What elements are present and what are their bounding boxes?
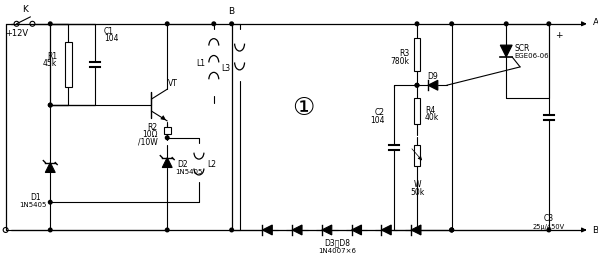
Text: 1N4007×6: 1N4007×6: [319, 248, 357, 254]
Text: R1: R1: [47, 52, 57, 61]
Polygon shape: [352, 225, 362, 235]
Circle shape: [48, 200, 52, 204]
Text: L1: L1: [196, 59, 205, 68]
Circle shape: [48, 228, 52, 232]
Polygon shape: [292, 225, 302, 235]
Text: D3～D8: D3～D8: [325, 238, 350, 247]
Polygon shape: [411, 225, 421, 235]
Text: 104: 104: [104, 34, 118, 43]
Circle shape: [166, 22, 169, 26]
Circle shape: [230, 22, 233, 26]
Text: L3: L3: [221, 64, 231, 73]
Polygon shape: [428, 80, 438, 90]
Text: L2: L2: [207, 160, 216, 169]
Circle shape: [450, 228, 453, 232]
Text: A: A: [593, 18, 598, 27]
Polygon shape: [382, 225, 391, 235]
Polygon shape: [322, 225, 332, 235]
Circle shape: [415, 84, 419, 87]
FancyBboxPatch shape: [414, 38, 420, 71]
Text: 1N5405: 1N5405: [175, 169, 203, 176]
Circle shape: [450, 22, 453, 26]
Text: 40k: 40k: [425, 114, 439, 122]
Polygon shape: [501, 45, 512, 57]
Polygon shape: [45, 163, 55, 172]
Circle shape: [547, 22, 551, 26]
FancyBboxPatch shape: [414, 145, 420, 166]
Text: D9: D9: [428, 72, 438, 81]
Polygon shape: [263, 225, 272, 235]
Text: C2: C2: [374, 108, 385, 118]
Circle shape: [415, 228, 419, 232]
Circle shape: [547, 228, 551, 232]
Text: C3: C3: [544, 214, 554, 223]
FancyBboxPatch shape: [65, 42, 72, 87]
Text: 50k: 50k: [410, 188, 424, 197]
Text: W: W: [413, 180, 421, 189]
FancyBboxPatch shape: [414, 98, 420, 124]
Text: K: K: [23, 5, 29, 14]
Text: VT: VT: [168, 79, 178, 88]
Text: SCR: SCR: [514, 44, 529, 53]
Text: B: B: [228, 7, 234, 17]
Text: R2: R2: [147, 123, 157, 132]
Text: 104: 104: [370, 116, 385, 125]
Text: C1: C1: [104, 27, 114, 36]
Text: 45k: 45k: [43, 59, 57, 68]
Circle shape: [450, 228, 453, 232]
Text: R3: R3: [399, 49, 409, 58]
Circle shape: [450, 228, 453, 232]
Text: EGE06-06: EGE06-06: [514, 54, 549, 59]
FancyBboxPatch shape: [164, 127, 170, 134]
Text: 10Ω: 10Ω: [142, 130, 157, 139]
Text: /10W: /10W: [138, 137, 157, 146]
Text: ①: ①: [292, 96, 314, 120]
Text: B: B: [593, 227, 598, 235]
Text: 1N5405: 1N5405: [19, 202, 46, 208]
Circle shape: [166, 136, 169, 139]
Text: D1: D1: [30, 193, 41, 202]
Circle shape: [48, 103, 52, 107]
Text: +12V: +12V: [5, 29, 29, 38]
Circle shape: [166, 228, 169, 232]
Polygon shape: [162, 157, 172, 168]
Text: +: +: [555, 31, 562, 40]
Text: R4: R4: [425, 105, 435, 115]
Circle shape: [505, 22, 508, 26]
Circle shape: [48, 22, 52, 26]
Circle shape: [230, 228, 233, 232]
Circle shape: [212, 22, 216, 26]
Text: 25μ/450V: 25μ/450V: [533, 224, 565, 230]
Circle shape: [415, 84, 419, 87]
Text: D2: D2: [177, 160, 188, 169]
Circle shape: [48, 103, 52, 107]
Text: 780k: 780k: [390, 57, 409, 66]
Circle shape: [415, 22, 419, 26]
